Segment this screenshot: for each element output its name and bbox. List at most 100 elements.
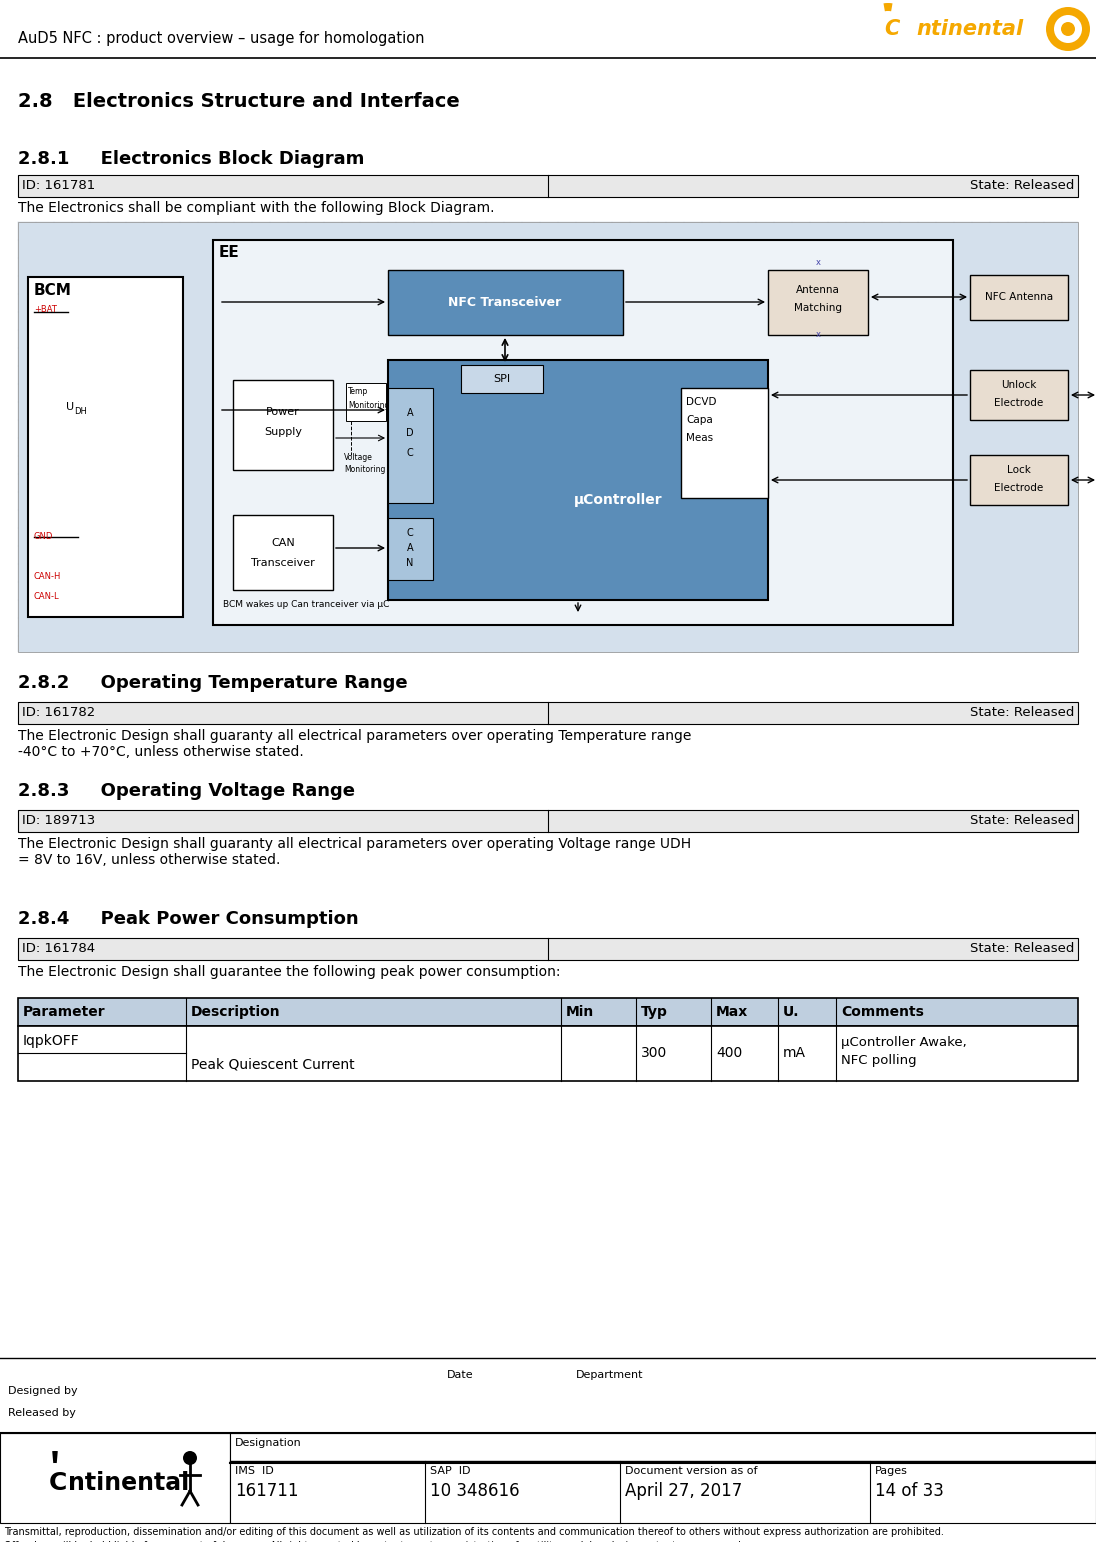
Circle shape	[35, 1463, 75, 1503]
Text: C: C	[407, 449, 413, 458]
Text: 2.8   Electronics Structure and Interface: 2.8 Electronics Structure and Interface	[18, 93, 459, 111]
Text: SAP  ID: SAP ID	[430, 1466, 470, 1476]
Wedge shape	[53, 1451, 58, 1483]
Bar	[970, 370, 1068, 419]
Bar	[970, 455, 1068, 504]
Bar	[18, 174, 1078, 197]
Text: CAN-H: CAN-H	[34, 572, 61, 581]
Text: Meas: Meas	[686, 433, 713, 443]
Text: C: C	[884, 19, 900, 39]
Text: Document version as of: Document version as of	[625, 1466, 757, 1476]
Text: Power: Power	[266, 407, 300, 416]
Circle shape	[1061, 22, 1075, 35]
Bar	[18, 702, 1078, 725]
Text: GND: GND	[34, 532, 54, 541]
Bar	[346, 382, 386, 421]
Text: NFC Transceiver: NFC Transceiver	[448, 296, 561, 308]
Text: 2.8.3     Operating Voltage Range: 2.8.3 Operating Voltage Range	[18, 782, 355, 800]
Text: The Electronic Design shall guaranty all electrical parameters over operating Vo: The Electronic Design shall guaranty all…	[18, 837, 692, 851]
Text: Date: Date	[447, 1369, 473, 1380]
Text: SPI: SPI	[493, 375, 511, 384]
Bar	[388, 359, 768, 600]
Text: = 8V to 16V, unless otherwise stated.: = 8V to 16V, unless otherwise stated.	[18, 853, 281, 867]
Text: Lock: Lock	[1007, 466, 1031, 475]
Bar	[18, 222, 1078, 652]
Text: The Electronic Design shall guarantee the following peak power consumption:: The Electronic Design shall guarantee th…	[18, 965, 560, 979]
Text: Matching: Matching	[794, 302, 842, 313]
Text: Electrode: Electrode	[994, 483, 1043, 493]
Text: Typ: Typ	[641, 1005, 667, 1019]
Text: Max: Max	[716, 1005, 749, 1019]
Text: Voltage: Voltage	[344, 453, 373, 463]
Text: A: A	[407, 409, 413, 418]
Bar	[388, 518, 433, 580]
Text: IMS  ID: IMS ID	[235, 1466, 274, 1476]
Text: IqpkOFF: IqpkOFF	[23, 1035, 80, 1049]
Text: State: Released: State: Released	[970, 179, 1074, 193]
Text: ID: 161782: ID: 161782	[22, 706, 95, 719]
Text: Temp: Temp	[349, 387, 368, 395]
Bar	[388, 389, 433, 503]
Text: BCM wakes up Can tranceiver via μC: BCM wakes up Can tranceiver via μC	[222, 600, 389, 609]
Bar	[681, 389, 768, 498]
Text: -40°C to +70°C, unless otherwise stated.: -40°C to +70°C, unless otherwise stated.	[18, 745, 304, 759]
Text: x: x	[815, 258, 821, 267]
Text: ntinental: ntinental	[916, 19, 1024, 39]
Text: ID: 189713: ID: 189713	[22, 814, 95, 827]
Text: NFC polling: NFC polling	[841, 1055, 916, 1067]
Bar	[18, 1025, 1078, 1081]
Text: U.: U.	[783, 1005, 799, 1019]
Text: C: C	[407, 527, 413, 538]
Text: +BAT: +BAT	[34, 305, 57, 315]
Bar	[18, 998, 1078, 1025]
Text: mA: mA	[783, 1045, 806, 1059]
Text: 300: 300	[641, 1045, 667, 1059]
Text: Min: Min	[566, 1005, 594, 1019]
Text: ntinental: ntinental	[68, 1471, 190, 1496]
Text: Capa: Capa	[686, 415, 712, 426]
Text: ID: 161781: ID: 161781	[22, 179, 95, 193]
Text: State: Released: State: Released	[970, 706, 1074, 719]
Bar	[233, 379, 333, 470]
Text: State: Released: State: Released	[970, 814, 1074, 827]
Circle shape	[870, 11, 906, 46]
Bar	[970, 274, 1068, 321]
Bar	[213, 241, 954, 625]
Text: Unlock: Unlock	[1002, 379, 1037, 390]
Text: Department: Department	[576, 1369, 643, 1380]
Text: 14 of 33: 14 of 33	[875, 1482, 944, 1500]
Text: ID: 161784: ID: 161784	[22, 942, 95, 954]
Text: 2.8.1     Electronics Block Diagram: 2.8.1 Electronics Block Diagram	[18, 150, 364, 168]
Text: The Electronics shall be compliant with the following Block Diagram.: The Electronics shall be compliant with …	[18, 200, 494, 214]
Circle shape	[1046, 8, 1091, 51]
Circle shape	[1054, 15, 1082, 43]
Text: Comments: Comments	[841, 1005, 924, 1019]
Text: AuD5 NFC : product overview – usage for homologation: AuD5 NFC : product overview – usage for …	[18, 31, 424, 46]
Text: μController: μController	[573, 493, 662, 507]
Bar	[461, 365, 543, 393]
Text: 2.8.4     Peak Power Consumption: 2.8.4 Peak Power Consumption	[18, 910, 358, 928]
Text: 161711: 161711	[235, 1482, 298, 1500]
Text: D: D	[407, 429, 414, 438]
Text: Transmittal, reproduction, dissemination and/or editing of this document as well: Transmittal, reproduction, dissemination…	[4, 1527, 944, 1537]
Text: State: Released: State: Released	[970, 942, 1074, 954]
Text: Parameter: Parameter	[23, 1005, 105, 1019]
Bar	[18, 938, 1078, 961]
Text: DH: DH	[75, 407, 87, 416]
Text: Monitoring: Monitoring	[344, 466, 386, 475]
Text: C: C	[49, 1471, 67, 1496]
Text: μController Awake,: μController Awake,	[841, 1036, 967, 1049]
Text: April 27, 2017: April 27, 2017	[625, 1482, 742, 1500]
Text: CAN-L: CAN-L	[34, 592, 59, 601]
Text: U: U	[66, 402, 75, 412]
Text: Monitoring: Monitoring	[349, 401, 389, 410]
Text: Description: Description	[191, 1005, 281, 1019]
Bar	[28, 278, 183, 617]
Bar	[233, 515, 333, 591]
Text: DCVD: DCVD	[686, 396, 717, 407]
Text: 2.8.2     Operating Temperature Range: 2.8.2 Operating Temperature Range	[18, 674, 408, 692]
Text: Pages: Pages	[875, 1466, 907, 1476]
Text: CAN: CAN	[271, 538, 295, 547]
Text: The Electronic Design shall guaranty all electrical parameters over operating Te: The Electronic Design shall guaranty all…	[18, 729, 692, 743]
Bar	[388, 270, 623, 335]
